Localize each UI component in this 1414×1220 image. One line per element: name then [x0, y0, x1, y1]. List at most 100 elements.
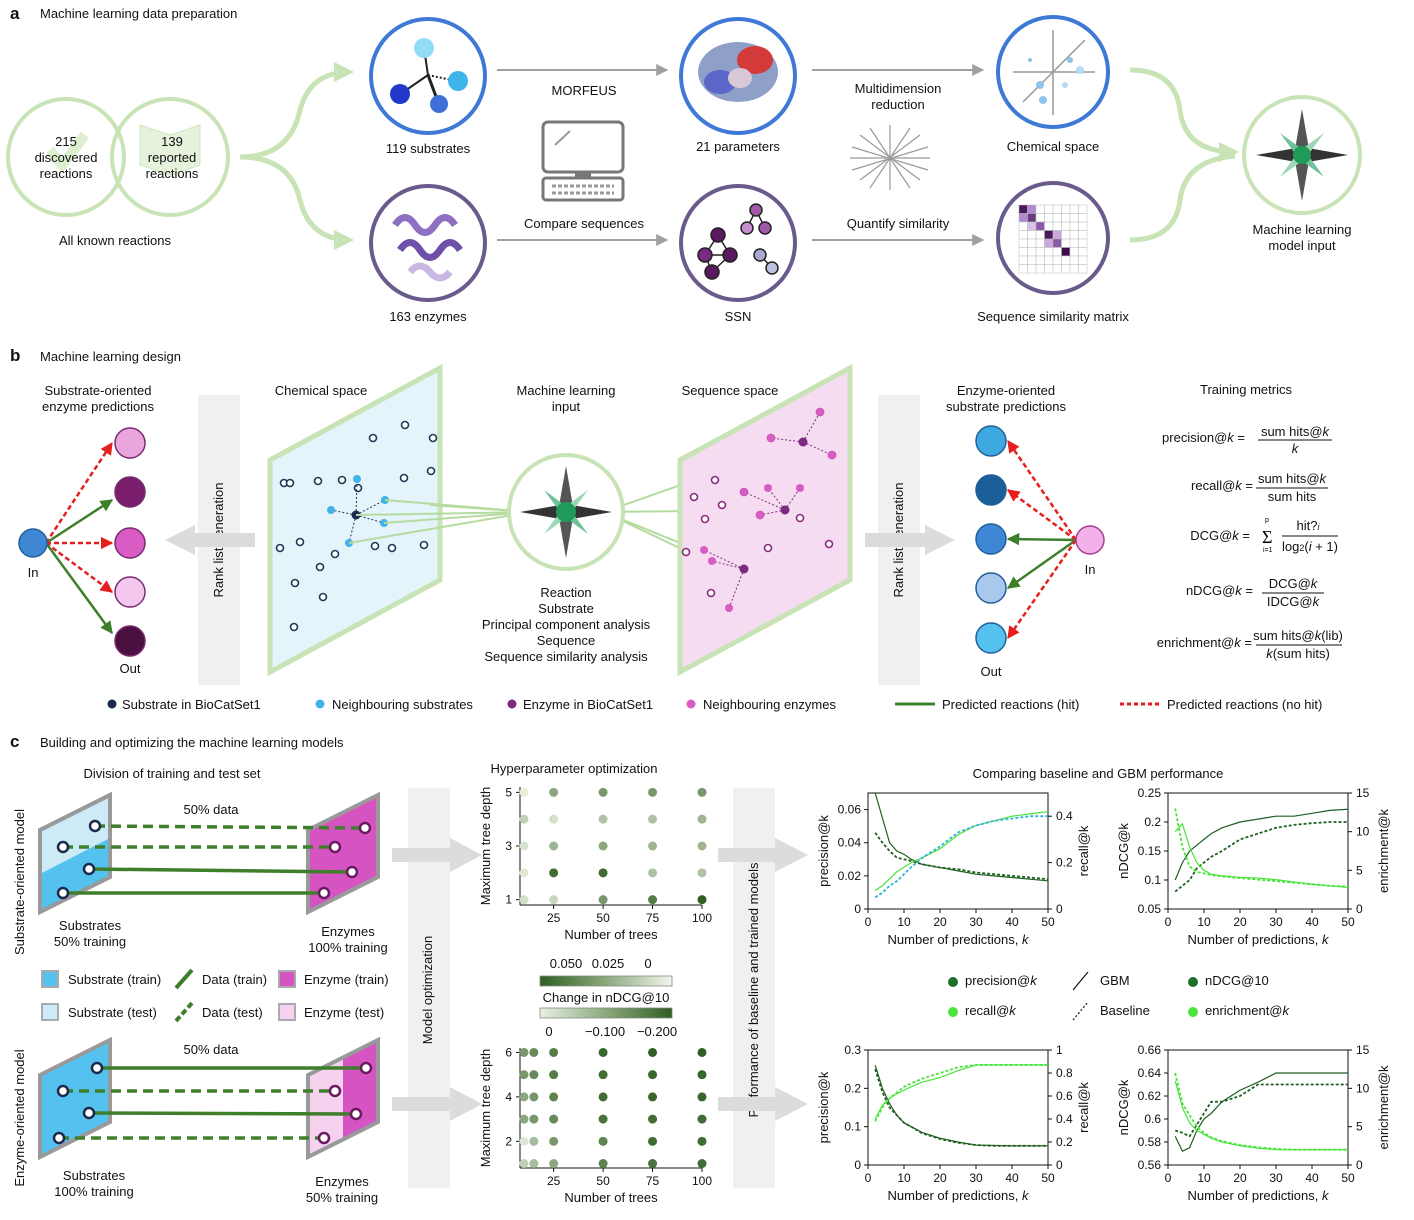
y2-axis-label: enrichment@k: [1376, 1065, 1391, 1150]
svg-text:DCG@k =: DCG@k =: [1190, 528, 1250, 543]
y-tick-label: 0.62: [1138, 1089, 1162, 1103]
nohit-arrow: [44, 441, 114, 544]
branch-arrow-top: [239, 62, 354, 160]
beam-line: [355, 511, 531, 516]
hyperparameter-point: [648, 1047, 658, 1057]
y2-tick-label: 0: [1356, 1158, 1363, 1172]
k-symbol: k: [1322, 1188, 1330, 1203]
hyperparameter-grid-top: 25 50 75 100 1 3 5 Number of trees Maximum tree …: [478, 785, 712, 942]
legend-substrate: Substrate in BioCatSet1: [122, 697, 261, 712]
protein-structure-icon: [392, 214, 463, 282]
matrix-cell: [1035, 221, 1045, 231]
hyperparameter-title: Hyperparameter optimization: [491, 761, 658, 776]
svg-text:k(sum hits): k(sum hits): [1266, 646, 1330, 661]
seq-point: [700, 514, 710, 524]
series-line: [874, 1064, 1048, 1120]
matrix-cell: [1044, 238, 1054, 248]
matrix-icon: [1018, 204, 1088, 274]
y-tick-label: 0.6: [1144, 1112, 1161, 1126]
x-tick-label: 100: [692, 911, 712, 925]
enzyme-point: [798, 437, 808, 447]
y2-tick-label: 5: [1356, 863, 1363, 877]
hyperparameter-point: [598, 1047, 608, 1057]
matrix-cell: [1078, 230, 1088, 240]
legend-enz-train: Enzyme (train): [304, 972, 389, 987]
matrix-cell: [1027, 238, 1037, 248]
line-chart-4: 0 10 20 30 40 50 0.56 0.58 0.6 0.62 0.64 0.66 0 5 10 15…: [1116, 1043, 1391, 1203]
hyperparameter-point: [598, 895, 608, 905]
y2-axis-label: recall@k: [1076, 825, 1091, 876]
dcg-sum-bot: i=1: [1263, 547, 1273, 554]
x-tick-label: 10: [1197, 915, 1211, 929]
matrix-cell: [1061, 213, 1071, 223]
neighbour-substrate-point: [353, 475, 361, 483]
opt-arrow-top: [392, 838, 482, 872]
hyperparameter-point: [598, 1092, 608, 1102]
matrix-cell: [1027, 221, 1037, 231]
x-axis-label: Number of predictions, k: [1188, 1188, 1330, 1203]
reported-count: 139: [161, 134, 183, 149]
y2-tick-label: 0.4: [1056, 1112, 1073, 1126]
enzyme-node: [328, 840, 342, 854]
x-tick-label: 30: [969, 915, 983, 929]
ssn-label: SSN: [725, 309, 752, 324]
chem-point: [285, 478, 295, 488]
in-label-right: In: [1085, 562, 1096, 577]
legend-enrichment: enrichment@: [1205, 1003, 1283, 1018]
legend-enz-train-swatch: [278, 970, 296, 988]
enzyme-oriented-label-2: substrate predictions: [946, 399, 1066, 414]
matrix-cell: [1035, 204, 1045, 214]
plot-frame: [867, 792, 1049, 910]
legend-sub-test: Substrate (test): [68, 1005, 157, 1020]
perf-arrow-top: [718, 838, 808, 872]
substrates-label: 119 substrates: [386, 141, 471, 156]
svg-text:precision@k =: precision@k =: [1162, 430, 1245, 445]
ml-input-title-2: input: [552, 399, 581, 414]
division-title: Division of training and test set: [83, 766, 260, 781]
y-tick-label: 5: [505, 785, 512, 799]
x-tick-label: 10: [1197, 1171, 1211, 1185]
x-tick-label: 75: [646, 911, 660, 925]
chem-point: [330, 549, 340, 559]
y-tick-label: 0.15: [1138, 844, 1162, 858]
substrate-prediction-fan: [18, 427, 146, 657]
out-label-right: Out: [981, 664, 1002, 679]
enz-train-top-2: 100% training: [308, 940, 388, 955]
chem-link: [355, 499, 386, 516]
svg-text:enrichment@k =: enrichment@k =: [1157, 635, 1252, 650]
matrix-cell: [1018, 264, 1028, 274]
hit-arrow: [1006, 538, 1077, 590]
series-line: [1174, 1083, 1348, 1138]
ndcg-num: DCG@: [1269, 576, 1311, 591]
hyperparameter-point: [648, 1159, 658, 1169]
compare-label: Compare sequences: [524, 216, 644, 231]
series-line: [1174, 1072, 1348, 1151]
y2-axis-label: enrichment@k: [1376, 809, 1391, 894]
hyperparameter-point: [648, 1114, 658, 1124]
seq-point: [710, 475, 720, 485]
x-tick-label: 25: [547, 911, 561, 925]
x-tick-label: 20: [933, 915, 947, 929]
hyperparameter-point: [697, 1159, 707, 1169]
substrate-oriented-label-2: enzyme predictions: [42, 399, 154, 414]
legend-neighbouring-enzymes: Neighbouring enzymes: [703, 697, 836, 712]
seq-point: [824, 539, 834, 549]
nohit-arrow: [45, 541, 114, 594]
y-tick-label: 0.2: [844, 1081, 861, 1095]
output-substrate-circle: [975, 572, 1007, 604]
matrix-cell: [1044, 213, 1054, 223]
chem-point: [370, 541, 380, 551]
svg-text:nDCG@k =: nDCG@k =: [1186, 583, 1253, 598]
hyperparameter-point: [519, 868, 529, 878]
input-list-substrate: Substrate: [538, 601, 594, 616]
molecule-icon: [390, 38, 468, 113]
hyperparameter-point: [648, 868, 658, 878]
matrix-cell: [1052, 230, 1062, 240]
y-tick-label: 0.1: [1144, 873, 1161, 887]
panel-b: b Machine learning design Substrate-orie…: [10, 346, 1343, 712]
book-icon: [139, 124, 201, 176]
enzyme-node: [358, 821, 372, 835]
panel-b-letter: b: [10, 346, 20, 365]
sub-train-top-2: 50% training: [54, 934, 126, 949]
